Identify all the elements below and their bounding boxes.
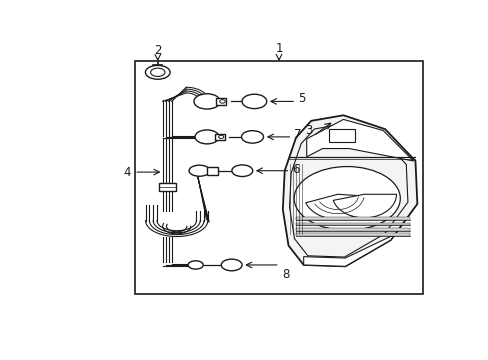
Ellipse shape	[194, 94, 220, 109]
Ellipse shape	[189, 165, 209, 176]
Ellipse shape	[231, 165, 252, 176]
Text: 6: 6	[292, 163, 299, 176]
Ellipse shape	[294, 167, 400, 230]
Bar	[296, 217, 409, 220]
Text: 3: 3	[305, 124, 312, 137]
Bar	[135, 61, 422, 294]
Ellipse shape	[242, 94, 266, 109]
Polygon shape	[282, 115, 416, 266]
FancyBboxPatch shape	[328, 129, 354, 143]
Polygon shape	[306, 120, 413, 161]
Text: 5: 5	[298, 92, 305, 105]
Ellipse shape	[221, 259, 242, 271]
Bar	[206, 167, 218, 175]
Bar	[296, 228, 409, 231]
Text: 2: 2	[154, 44, 161, 57]
Ellipse shape	[219, 100, 225, 103]
Bar	[296, 222, 409, 225]
Bar	[215, 134, 224, 140]
Text: 4: 4	[123, 166, 131, 179]
Ellipse shape	[150, 68, 164, 76]
Bar	[216, 98, 226, 105]
Bar	[296, 233, 409, 236]
Ellipse shape	[241, 131, 263, 143]
Ellipse shape	[195, 130, 219, 144]
Wedge shape	[305, 194, 371, 219]
Text: 7: 7	[294, 128, 301, 141]
Text: 1: 1	[275, 42, 282, 55]
Ellipse shape	[145, 66, 170, 79]
Bar	[159, 183, 175, 191]
Ellipse shape	[218, 135, 224, 139]
Polygon shape	[303, 234, 394, 266]
Text: 8: 8	[281, 268, 288, 281]
Wedge shape	[332, 194, 396, 218]
Ellipse shape	[188, 261, 203, 269]
